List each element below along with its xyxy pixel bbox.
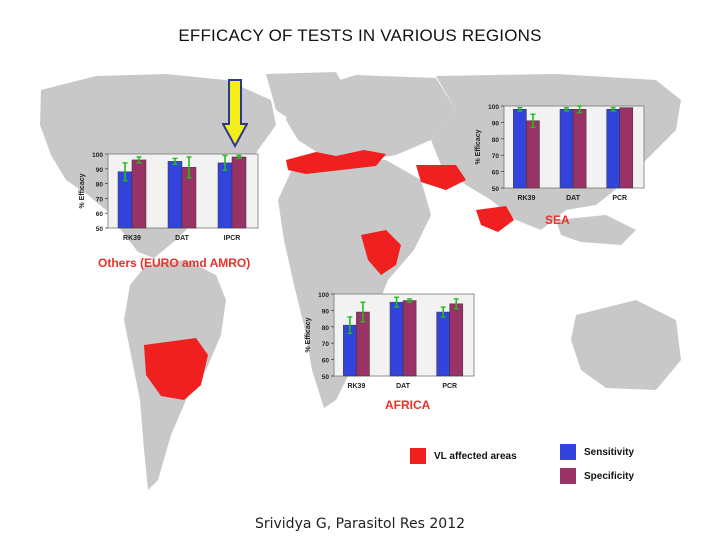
bar-sensitivity-dat	[559, 109, 574, 189]
legend-specificity-label: Specificity	[584, 470, 635, 482]
specificity-swatch	[560, 468, 576, 484]
africa-landmass	[278, 158, 431, 408]
y-tick-label: 90	[492, 120, 500, 127]
x-tick-label: DAT	[566, 195, 581, 202]
legend-sensitivity-label: Sensitivity	[584, 446, 635, 458]
down-arrow-icon	[221, 78, 249, 153]
legend-sensitivity: Sensitivity	[560, 444, 634, 460]
chart-others: 100 90 80 70 60 50 % Efficacy RK39 DAT IPCR	[79, 152, 259, 242]
y-tick-label: 50	[492, 186, 500, 193]
y-axis-label: % Efficacy	[475, 129, 482, 164]
y-tick-label: 100	[92, 152, 103, 159]
bar-sensitivity-dat	[167, 161, 183, 229]
bar-specificity-dat	[572, 109, 587, 189]
sensitivity-swatch	[560, 444, 576, 460]
bar-specificity-dat	[402, 300, 417, 377]
y-tick-label: 70	[322, 341, 330, 348]
vl-area-mediterranean	[286, 150, 386, 174]
y-tick-label: 80	[322, 325, 330, 332]
region-label-africa: AFRICA	[385, 398, 431, 412]
x-tick-label: DAT	[396, 383, 411, 390]
y-tick-label: 100	[488, 104, 499, 111]
southeast-asia-islands	[556, 215, 636, 245]
europe-landmass	[286, 75, 456, 162]
chart-panel-africa: 100 90 80 70 60 50 % Efficacy RK39 DAT PCR	[300, 288, 480, 398]
y-tick-label: 60	[492, 170, 500, 177]
bar-specificity-ipcr	[231, 156, 247, 229]
y-tick-label: 70	[492, 153, 500, 160]
bar-specificity-rk39	[131, 159, 147, 229]
vl-area-east-africa	[361, 230, 401, 275]
slide-title: EFFICACY OF TESTS IN VARIOUS REGIONS	[178, 26, 542, 45]
y-axis-label: % Efficacy	[305, 317, 312, 352]
bar-sensitivity-rk39	[513, 109, 527, 189]
affected-swatch	[410, 448, 426, 464]
vl-area-middle-east	[416, 165, 466, 190]
y-tick-label: 50	[322, 374, 330, 381]
vl-area-brazil	[144, 338, 208, 400]
bar-sensitivity-pcr	[606, 109, 620, 189]
bar-sensitivity-pcr	[436, 311, 450, 377]
citation: Srividya G, Parasitol Res 2012	[254, 516, 466, 532]
x-tick-label: DAT	[175, 235, 190, 242]
y-tick-label: 60	[322, 358, 330, 365]
australia-landmass	[571, 300, 681, 390]
legend-specificity: Specificity	[560, 468, 634, 484]
y-tick-label: 80	[492, 137, 500, 144]
y-tick-label: 80	[96, 182, 104, 189]
bar-specificity-rk39	[526, 120, 540, 189]
vl-area-india	[476, 206, 514, 232]
region-label-others: Others (EURO amd AMRO)	[98, 256, 251, 270]
x-tick-label: RK39	[347, 383, 365, 390]
region-label-sea: SEA	[545, 213, 570, 227]
bar-specificity-pcr	[619, 107, 634, 189]
x-tick-label: PCR	[442, 383, 457, 390]
chart-sea: 100 90 80 70 60 50 % Efficacy RK39 DAT PCR	[475, 104, 645, 202]
y-tick-label: 50	[96, 226, 104, 233]
x-tick-label: IPCR	[224, 235, 241, 242]
x-tick-label: RK39	[123, 235, 141, 242]
chart-africa: 100 90 80 70 60 50 % Efficacy RK39 DAT PCR	[305, 292, 475, 390]
y-tick-label: 90	[322, 308, 330, 315]
bar-sensitivity-dat	[389, 301, 404, 377]
x-tick-label: RK39	[517, 195, 535, 202]
bar-sensitivity-ipcr	[217, 162, 233, 229]
legend-affected-label: VL affected areas	[434, 450, 517, 462]
bar-specificity-pcr	[449, 303, 464, 377]
legend: VL affected areas Sensitivity Specificit…	[410, 440, 690, 495]
y-tick-label: 90	[96, 167, 104, 174]
x-tick-label: PCR	[612, 195, 627, 202]
y-tick-label: 60	[96, 211, 104, 218]
y-tick-label: 70	[96, 196, 104, 203]
chart-panel-others: 100 90 80 70 60 50 % Efficacy RK39 DAT IPCR	[74, 148, 264, 250]
y-axis-label: % Efficacy	[79, 173, 86, 208]
legend-affected: VL affected areas	[410, 448, 517, 464]
y-tick-label: 100	[318, 292, 329, 299]
chart-panel-sea: 100 90 80 70 60 50 % Efficacy RK39 DAT PCR	[470, 100, 650, 210]
